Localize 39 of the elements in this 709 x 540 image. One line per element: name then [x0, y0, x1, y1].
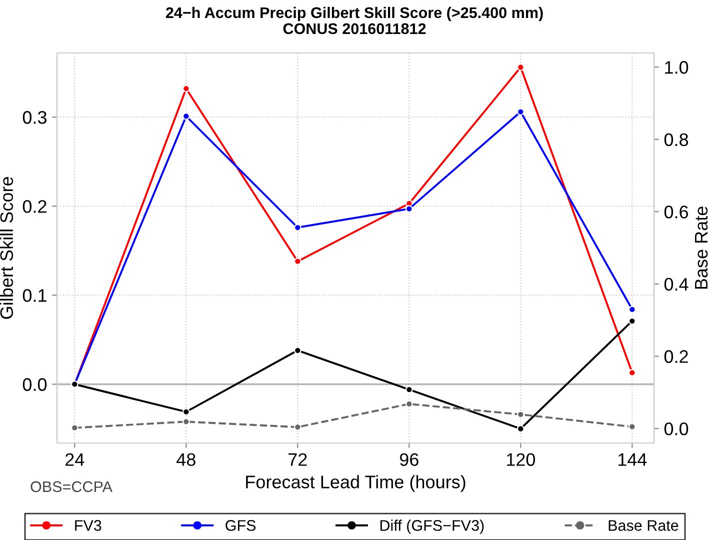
- x-tick-label: 96: [400, 453, 418, 466]
- point: [182, 408, 190, 416]
- y2-tick-label: 0.0: [664, 422, 688, 436]
- y2-tick-label: 0.8: [664, 133, 688, 146]
- point: [294, 423, 302, 431]
- point: [294, 346, 302, 354]
- y2-tick-label: 0.6: [664, 206, 688, 218]
- point: [516, 64, 524, 71]
- y-tick-label: 0.3: [22, 111, 46, 124]
- legend-label: Base Rate: [608, 520, 678, 531]
- y2-tick-label: 0.2: [664, 350, 688, 363]
- x-tick-label: 24: [66, 453, 84, 466]
- x-axis-title: Forecast Lead Time (hours): [246, 475, 466, 492]
- y2-tick-label: 0.4: [664, 278, 688, 291]
- y2-tick-label: 1.0: [665, 61, 688, 74]
- x-tick-label: 144: [618, 453, 647, 466]
- point: [405, 386, 413, 394]
- chart-subtitle: CONUS 2016011812: [283, 23, 426, 34]
- y-axis-title: Gilbert Skill Score: [0, 177, 14, 319]
- chart-title: 24−h Accum Precip Gilbert Skill Score (>25.400 mm): [166, 6, 543, 22]
- y-tick-label: 0.0: [22, 378, 47, 391]
- point: [405, 205, 413, 212]
- legend-label: FV3: [75, 520, 102, 531]
- point: [405, 400, 413, 408]
- y-tick-label: 0.1: [22, 289, 46, 302]
- point: [516, 108, 524, 116]
- point: [294, 224, 302, 232]
- y-tick-label: 0.2: [22, 200, 46, 213]
- x-tick-label: 48: [176, 453, 196, 466]
- y2-axis-title: Base Rate: [695, 206, 708, 289]
- x-tick-label: 120: [506, 453, 536, 466]
- text: OBS=CCPA: [30, 481, 112, 492]
- point: [628, 423, 636, 430]
- x-tick-label: 72: [288, 453, 307, 466]
- point: [516, 425, 524, 432]
- point: [182, 418, 190, 426]
- point: [628, 317, 636, 325]
- legend-label: GFS: [226, 520, 256, 531]
- legend-label: Diff (GFS−FV3): [380, 520, 484, 534]
